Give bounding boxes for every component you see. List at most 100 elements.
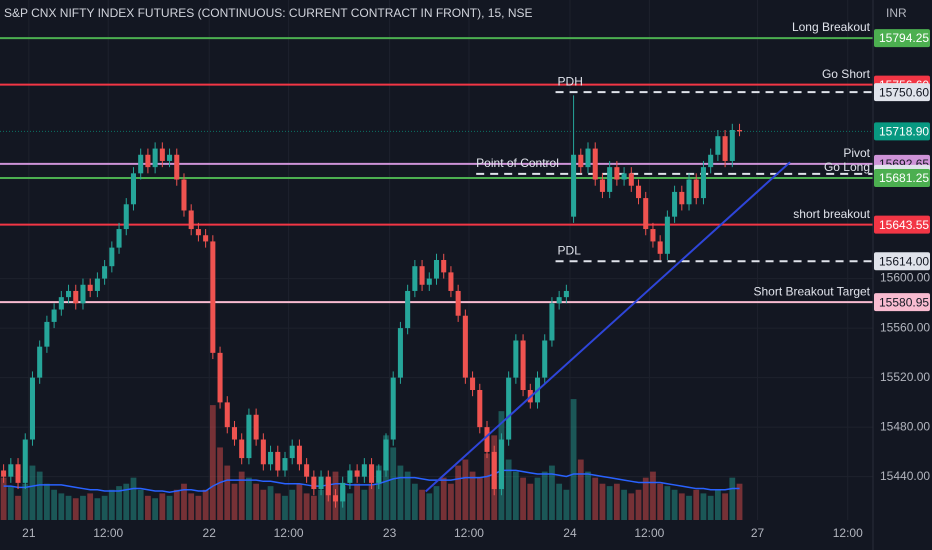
candle-body	[650, 229, 656, 242]
volume-bar	[686, 495, 692, 520]
volume-bar	[657, 483, 664, 520]
candle-body	[80, 284, 86, 304]
volume-bar	[72, 498, 79, 520]
volume-bar	[65, 495, 72, 520]
candle-body	[94, 278, 100, 291]
volume-bar	[678, 493, 685, 520]
candle-body	[58, 297, 64, 310]
volume-bar	[116, 486, 122, 520]
candle-body	[376, 470, 382, 483]
volume-bar	[411, 483, 418, 520]
volume-bar	[462, 459, 469, 520]
volume-bar	[613, 483, 620, 520]
candle-body	[722, 136, 728, 161]
candle-body	[1, 470, 7, 477]
volume-bar	[722, 493, 728, 520]
level-price-text: 15643.55	[879, 218, 929, 232]
x-tick-label: 24	[563, 526, 577, 540]
volume-bar	[94, 498, 101, 520]
volume-bar	[368, 483, 375, 520]
volume-bar	[195, 495, 202, 520]
y-tick-label: 15600.00	[880, 271, 930, 285]
candle-body	[282, 458, 288, 471]
volume-bar	[260, 489, 267, 520]
level-price-text: 15580.95	[879, 295, 929, 309]
candle-body	[130, 173, 137, 205]
x-tick-label: 12:00	[833, 526, 863, 540]
volume-bar	[512, 471, 519, 520]
candle-body	[361, 464, 367, 477]
y-tick-label: 15440.00	[880, 469, 930, 483]
volume-bar	[527, 483, 534, 520]
volume-bar	[253, 483, 260, 520]
candle-body	[571, 154, 577, 217]
volume-bar	[433, 486, 440, 520]
volume-bar	[36, 471, 43, 520]
candle-body	[217, 352, 223, 403]
candle-body	[152, 148, 158, 168]
volume-bar	[166, 495, 173, 520]
volume-bar	[664, 486, 671, 520]
candle-body	[37, 346, 43, 378]
volume-bar	[455, 465, 462, 520]
volume-bar	[51, 489, 57, 520]
candle-body	[354, 470, 360, 477]
candle-body	[311, 476, 317, 490]
candle-body	[441, 260, 447, 273]
volume-bar	[22, 483, 29, 520]
candle-body	[585, 148, 591, 168]
trendline	[425, 161, 791, 493]
volume-bar	[231, 483, 238, 520]
volume-bar	[505, 459, 512, 520]
candle-body	[563, 290, 569, 298]
candle-body	[513, 340, 519, 378]
candle-body	[599, 179, 605, 192]
candle-body	[181, 179, 187, 211]
volume-bar	[152, 498, 159, 520]
candle-body	[332, 495, 339, 502]
volume-bar	[599, 483, 606, 520]
level-label: Point of Control	[476, 156, 559, 170]
candle-body	[159, 148, 165, 161]
candle-body	[318, 476, 324, 490]
x-tick-label: 12:00	[454, 526, 484, 540]
candle-body	[87, 284, 93, 291]
volume-bar	[267, 486, 274, 520]
volume-bar	[592, 477, 599, 520]
candle-body	[29, 377, 35, 440]
y-tick-label: 15560.00	[880, 320, 930, 334]
candle-body	[239, 439, 245, 459]
last-price-text: 15718.90	[879, 125, 929, 139]
volume-bar	[0, 477, 7, 520]
candle-body	[549, 303, 555, 341]
volume-bar	[137, 489, 144, 520]
volume-bar	[700, 493, 707, 520]
candle-body	[520, 340, 526, 390]
volume-bar	[736, 483, 743, 520]
volume-bar	[246, 477, 252, 520]
level-price-box	[874, 252, 930, 271]
candle-body	[628, 173, 634, 186]
candle-body	[195, 229, 201, 236]
volume-bar	[520, 477, 526, 520]
volume-bar	[375, 465, 382, 520]
volume-bar	[224, 465, 231, 520]
volume-bar	[621, 489, 627, 520]
level-price-text: 15614.00	[879, 254, 929, 268]
candle-body	[448, 272, 454, 291]
candle-body	[145, 154, 151, 168]
volume-bar	[707, 495, 714, 520]
candle-body	[729, 130, 735, 161]
level-label: Short Breakout Target	[753, 284, 870, 298]
candle-body	[484, 427, 490, 452]
volume-bar	[238, 471, 245, 520]
candle-body	[419, 266, 425, 285]
volume-bar	[202, 489, 209, 520]
volume-bar	[383, 435, 389, 520]
volume-bar	[714, 489, 721, 520]
level-label: Go Long	[824, 160, 870, 174]
candle-body	[102, 266, 108, 279]
volume-bar	[173, 489, 180, 520]
chart-title: S&P CNX NIFTY INDEX FUTURES (CONTINUOUS:…	[4, 6, 533, 20]
